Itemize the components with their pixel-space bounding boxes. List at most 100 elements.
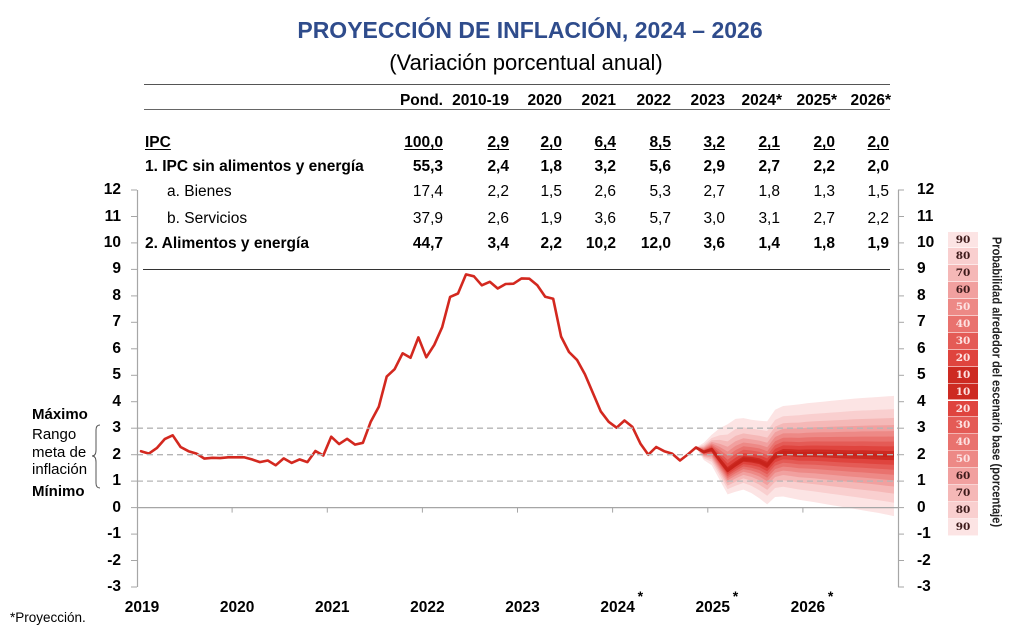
table-cell: 1,8 xyxy=(758,183,780,200)
x-tick-label: 2024 xyxy=(600,599,635,616)
table-cell: 5,7 xyxy=(649,210,671,227)
target-range-brace xyxy=(91,424,101,489)
y-tick-label-right: 11 xyxy=(917,207,934,225)
legend-band-50: 50 xyxy=(948,451,978,469)
column-header: 2022 xyxy=(636,92,671,109)
table-cell: 1,9 xyxy=(867,235,889,252)
table-cell: 2,0 xyxy=(540,134,562,151)
table-cell: 2,1 xyxy=(758,134,780,151)
y-tick-label-right: -2 xyxy=(917,551,931,569)
row-label: a. Bienes xyxy=(167,183,232,200)
legend-title: Probabilidad alrededor del escenario bas… xyxy=(989,236,1005,528)
legend-band-40: 40 xyxy=(948,316,978,333)
y-tick-label-left: 6 xyxy=(112,339,121,357)
legend-band-80: 80 xyxy=(948,501,978,519)
chart-subtitle: (Variación porcentual anual) xyxy=(389,50,663,75)
y-tick-label-left: -2 xyxy=(107,551,121,569)
table-cell: 2,0 xyxy=(867,134,889,151)
table-row-food-energy: 2. Alimentos y energía 44,7 3,4 2,2 10,2… xyxy=(0,235,1024,253)
column-header: 2010-19 xyxy=(452,92,509,109)
table-cell: 44,7 xyxy=(412,235,443,252)
table-cell: 2,2 xyxy=(813,158,835,175)
y-tick-label-left: 4 xyxy=(112,392,121,410)
table-row-core-cpi: 1. IPC sin alimentos y energía 55,3 2,4 … xyxy=(0,158,1024,176)
x-tick-label: 2020 xyxy=(219,599,255,616)
y-tick-label-left: 2 xyxy=(112,445,121,463)
y-tick-label-right: -1 xyxy=(917,525,931,543)
x-tick-label: 2023 xyxy=(505,599,540,616)
table-cell: 5,3 xyxy=(649,183,671,200)
table-cell: 2,7 xyxy=(703,183,725,200)
x-tick-label: 2022 xyxy=(410,599,445,616)
target-range-label-line: Rango xyxy=(32,426,77,443)
table-cell: 17,4 xyxy=(412,183,443,200)
table-cell: 1,5 xyxy=(867,183,889,200)
table-cell: 12,0 xyxy=(640,235,671,252)
legend-band-20: 20 xyxy=(948,349,978,367)
column-header: 2021 xyxy=(581,92,616,109)
table-cell: 100,0 xyxy=(404,134,443,151)
table-bottom-rule xyxy=(143,269,890,270)
table-cell: 2,2 xyxy=(867,210,889,227)
table-cell: 2,6 xyxy=(487,210,509,227)
legend-band-30: 30 xyxy=(948,417,978,435)
target-range-label-line: inflación xyxy=(32,461,88,478)
table-cell: 1,4 xyxy=(758,235,780,252)
legend-band-50: 50 xyxy=(948,299,978,316)
table-cell: 2,9 xyxy=(487,134,509,151)
table-cell: 8,5 xyxy=(649,134,671,151)
table-header-rule xyxy=(144,109,890,110)
legend-band-80: 80 xyxy=(948,248,978,266)
table-cell: 2,2 xyxy=(540,235,562,252)
y-tick-label-right: 1 xyxy=(917,472,926,490)
x-tick-label: 2019 xyxy=(124,599,160,616)
y-tick-label-left: 1 xyxy=(112,472,121,490)
table-cell: 2,2 xyxy=(487,183,509,200)
table-cell: 2,9 xyxy=(703,158,725,175)
column-header: 2023 xyxy=(690,92,725,109)
target-range-label-line: meta de xyxy=(32,444,87,461)
row-label: IPC xyxy=(145,134,171,151)
y-tick-label-right: 12 xyxy=(917,181,935,198)
legend-band-90: 90 xyxy=(948,231,978,249)
observed-inflation-line xyxy=(139,273,698,467)
legend-band-20: 20 xyxy=(948,400,978,418)
table-cell: 2,0 xyxy=(813,134,835,151)
table-cell: 1,9 xyxy=(540,210,562,227)
table-header-row: Pond. 2010-19 2020 2021 2022 2023 2024* … xyxy=(0,92,1024,110)
legend-band-40: 40 xyxy=(948,434,978,452)
table-cell: 37,9 xyxy=(412,210,443,227)
column-header: 2026* xyxy=(850,92,891,109)
x-tick-label: 2021 xyxy=(315,599,350,616)
x-tick-label: 2026 xyxy=(790,599,826,616)
table-cell: 5,6 xyxy=(649,158,671,175)
table-cell: 10,2 xyxy=(585,235,616,252)
projection-asterisk: * xyxy=(637,588,644,604)
legend-band-10: 10 xyxy=(948,383,978,401)
table-cell: 1,3 xyxy=(813,183,835,200)
table-cell: 3,6 xyxy=(703,235,725,252)
y-tick-label-right: 8 xyxy=(917,286,926,304)
table-cell: 3,2 xyxy=(594,158,616,175)
table-cell: 3,6 xyxy=(594,210,616,227)
y-tick-label-right: 5 xyxy=(917,366,926,384)
table-cell: 3,4 xyxy=(487,235,509,252)
y-tick-label-left: 8 xyxy=(112,286,121,304)
target-min-label: Mínimo xyxy=(32,483,85,500)
y-tick-label-right: 6 xyxy=(917,339,926,357)
y-tick-label-right: 9 xyxy=(917,260,926,278)
y-tick-label-right: 2 xyxy=(917,445,926,463)
table-cell: 6,4 xyxy=(594,134,616,151)
projection-asterisk: * xyxy=(732,588,739,604)
table-cell: 2,7 xyxy=(813,210,835,227)
y-tick-label-right: 3 xyxy=(917,419,926,437)
y-tick-label-left: 5 xyxy=(112,366,121,384)
y-tick-label-left: 10 xyxy=(103,233,121,251)
y-tick-label-left: 7 xyxy=(112,313,121,331)
legend-band-30: 30 xyxy=(948,332,978,350)
y-tick-label-left: 11 xyxy=(104,207,121,225)
table-row-ipc: IPC 100,0 2,9 2,0 6,4 8,5 3,2 2,1 2,0 2,… xyxy=(0,134,1024,152)
row-label: 1. IPC sin alimentos y energía xyxy=(145,158,364,175)
column-header: 2025* xyxy=(796,92,837,109)
